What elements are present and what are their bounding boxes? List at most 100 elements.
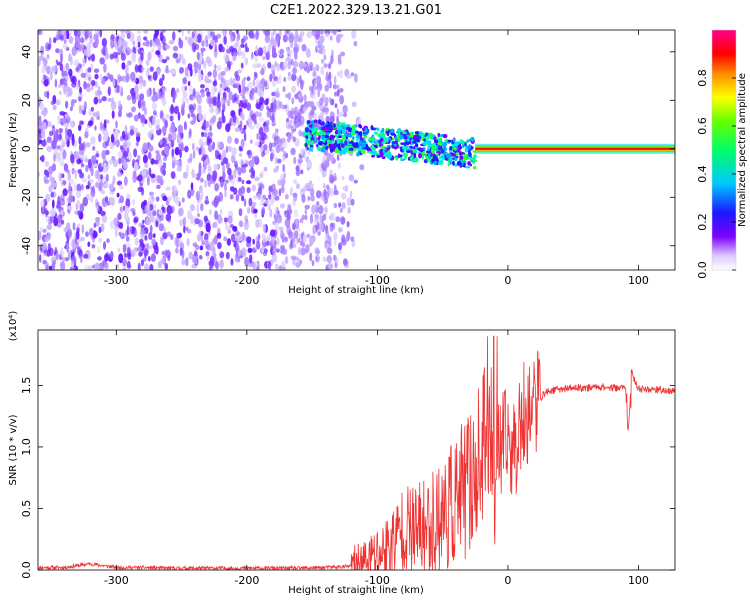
- spectrogram-scatter-point: [50, 70, 53, 81]
- spectrogram-scatter-point: [134, 84, 139, 95]
- spectrogram-scatter-point: [125, 236, 130, 242]
- spectrogram-scatter-point: [155, 124, 160, 131]
- spectrogram-scatter-point: [165, 56, 170, 61]
- spectrogram-cluster-point: [362, 127, 365, 132]
- spectrogram-scatter-point: [214, 235, 218, 245]
- spectrogram-scatter-point: [229, 186, 235, 192]
- spectrogram-scatter-point: [154, 30, 160, 37]
- spectrogram-cluster-point: [459, 152, 466, 155]
- spectrogram-scatter-point: [215, 107, 219, 116]
- spectrogram-scatter-point: [181, 258, 186, 266]
- spectrogram-scatter-point: [287, 61, 292, 70]
- spectrogram-scatter-point: [149, 204, 154, 211]
- snr-background: [38, 330, 675, 570]
- spectrogram-scatter-point: [216, 64, 222, 71]
- spectrogram-scatter-point: [299, 74, 302, 84]
- spectrogram-scatter-point: [283, 172, 286, 179]
- spectrogram-cluster-point: [348, 127, 353, 133]
- spectrogram-scatter-point: [118, 253, 124, 264]
- spectrogram-x-axis-label: Height of straight line (km): [288, 285, 424, 296]
- spectrogram-scatter-point: [148, 231, 153, 240]
- spectrogram-scatter-point: [351, 101, 357, 108]
- spectrogram-scatter-point: [98, 226, 102, 234]
- spectrogram-cluster-point: [311, 128, 315, 135]
- spectrogram-scatter-point: [85, 184, 90, 190]
- spectrogram-scatter-point: [338, 202, 342, 208]
- spectrogram-scatter-point: [133, 217, 138, 224]
- spectrogram-scatter-point: [112, 175, 116, 185]
- spectrogram-scatter-point: [114, 226, 120, 232]
- spectrogram-scatter-point: [229, 61, 233, 66]
- spectrogram-cluster-point: [314, 139, 318, 143]
- spectrogram-scatter-point: [77, 30, 81, 38]
- spectrogram-cluster-point: [471, 157, 477, 161]
- spectrogram-scatter-point: [169, 127, 174, 133]
- spectrogram-scatter-point: [271, 80, 277, 87]
- spectrogram-cluster-point: [423, 138, 426, 142]
- spectrogram-scatter-point: [120, 52, 126, 61]
- spectrogram-scatter-point: [119, 232, 126, 240]
- spectrogram-scatter-point: [291, 85, 296, 93]
- spectrogram-y-tick-label: 0: [20, 145, 33, 152]
- spectrogram-scatter-point: [119, 195, 124, 204]
- spectrogram-scatter-point: [55, 252, 59, 261]
- spectrogram-scatter-point: [96, 246, 100, 254]
- spectrogram-cluster-point: [329, 121, 333, 125]
- spectrogram-scatter-point: [310, 195, 315, 202]
- spectrogram-scatter-point: [78, 63, 83, 69]
- spectrogram-scatter-point: [55, 48, 60, 54]
- spectrogram-scatter-point: [197, 104, 202, 115]
- spectrogram-scatter-point: [316, 87, 320, 92]
- spectrogram-scatter-point: [165, 249, 171, 259]
- spectrogram-scatter-point: [238, 220, 244, 228]
- spectrogram-scatter-point: [89, 36, 93, 45]
- spectrogram-scatter-point: [348, 174, 355, 182]
- spectrogram-scatter-point: [100, 211, 106, 216]
- spectrogram-scatter-point: [178, 39, 184, 49]
- spectrogram-scatter-point: [49, 174, 53, 183]
- spectrogram-cluster-point: [403, 135, 408, 140]
- spectrogram-scatter-point: [50, 181, 57, 189]
- spectrogram-cluster-point: [436, 144, 439, 148]
- spectrogram-scatter-point: [52, 163, 56, 172]
- spectrogram-scatter-point: [184, 145, 189, 153]
- spectrogram-scatter-point: [340, 216, 346, 225]
- spectrogram-scatter-point: [216, 163, 221, 170]
- spectrogram-cluster-point: [455, 152, 459, 157]
- spectrogram-scatter-point: [127, 60, 132, 66]
- spectrogram-cluster-point: [410, 131, 415, 135]
- spectrogram-scatter-point: [155, 220, 159, 228]
- spectrogram-scatter-point: [46, 224, 52, 231]
- spectrogram-scatter-point: [94, 262, 100, 270]
- spectrogram-cluster-point: [308, 124, 313, 128]
- spectrogram-scatter-point: [213, 87, 218, 92]
- spectrogram-scatter-point: [79, 32, 85, 39]
- spectrogram-scatter-point: [267, 204, 271, 211]
- spectrogram-scatter-point: [133, 47, 137, 54]
- spectrogram-scatter-point: [222, 115, 226, 124]
- spectrogram-scatter-point: [214, 210, 219, 221]
- spectrogram-scatter-point: [246, 187, 251, 194]
- snr-x-axis-label: Height of straight line (km): [288, 585, 424, 596]
- spectrogram-scatter-point: [162, 195, 168, 201]
- spectrogram-scatter-point: [190, 189, 195, 197]
- spectrogram-scatter-point: [165, 65, 169, 73]
- spectrogram-scatter-point: [107, 97, 112, 102]
- spectrogram-scatter-point: [47, 44, 52, 50]
- spectrogram-scatter-point: [194, 218, 200, 225]
- spectrogram-scatter-point: [281, 266, 286, 270]
- spectrogram-scatter-point: [119, 206, 123, 212]
- spectrogram-scatter-point: [310, 100, 314, 109]
- spectrogram-scatter-point: [134, 63, 139, 74]
- spectrogram-scatter-point: [304, 208, 307, 216]
- spectrogram-scatter-point: [45, 193, 51, 203]
- spectrogram-scatter-point: [199, 196, 202, 203]
- spectrogram-scatter-point: [117, 46, 122, 53]
- spectrogram-scatter-point: [159, 110, 164, 119]
- spectrogram-scatter-point: [129, 129, 135, 136]
- spectrogram-scatter-point: [127, 260, 131, 268]
- spectrogram-scatter-point: [251, 51, 254, 60]
- spectrogram-scatter-point: [38, 120, 43, 127]
- spectrogram-scatter-point: [209, 124, 213, 132]
- spectrogram-scatter-point: [188, 251, 193, 260]
